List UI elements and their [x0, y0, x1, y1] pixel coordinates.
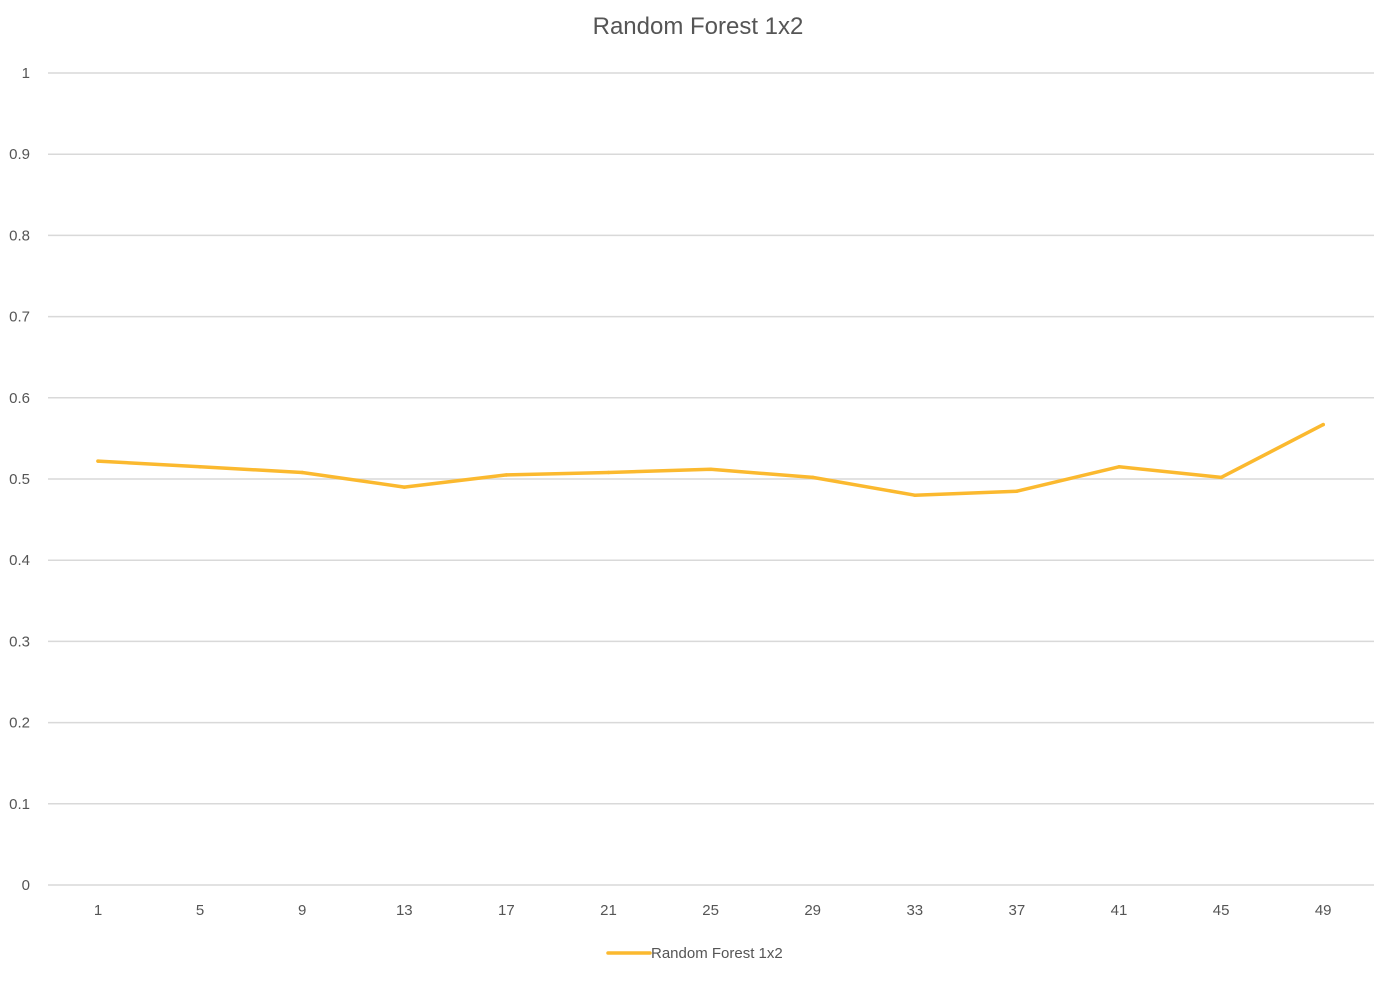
- data-point: [1321, 422, 1325, 427]
- y-tick-label: 1: [22, 65, 30, 82]
- data-point: [1015, 489, 1019, 493]
- x-tick-label: 1: [94, 902, 102, 919]
- x-tick-label: 41: [1111, 902, 1128, 919]
- y-tick-label: 0.2: [9, 715, 30, 732]
- x-tick-label: 21: [600, 902, 617, 919]
- y-axis-ticks: 0 0.1 0.2 0.3 0.4 0.5 0.6 0.7 0.8 0.9 1: [9, 65, 30, 894]
- y-tick-label: 0.8: [9, 227, 30, 244]
- x-tick-label: 25: [702, 902, 719, 919]
- x-tick-label: 37: [1009, 902, 1026, 919]
- x-tick-label: 17: [498, 902, 515, 919]
- x-tick-label: 49: [1315, 902, 1332, 919]
- y-tick-label: 0.9: [9, 146, 30, 163]
- legend[interactable]: Random Forest 1x2: [606, 945, 783, 962]
- data-point: [1219, 475, 1223, 480]
- y-tick-label: 0.7: [9, 309, 30, 326]
- data-point: [504, 473, 509, 477]
- x-axis-ticks: 1 5 9 13 17 21 25 29 33 37 41 45 49: [94, 902, 1332, 919]
- x-tick-label: 45: [1213, 902, 1230, 919]
- x-tick-label: 9: [298, 902, 306, 919]
- data-point: [402, 485, 407, 489]
- series-line: [96, 422, 1325, 497]
- data-point: [96, 459, 100, 463]
- series-lines: [96, 422, 1325, 497]
- y-tick-label: 0.1: [9, 796, 30, 813]
- data-point: [913, 493, 917, 497]
- y-tick-label: 0.4: [9, 552, 30, 569]
- data-point: [708, 467, 713, 472]
- y-tick-label: 0: [22, 877, 30, 894]
- data-point: [1117, 465, 1121, 469]
- data-point: [198, 465, 202, 469]
- y-tick-label: 0.6: [9, 390, 30, 407]
- legend-item[interactable]: Random Forest 1x2: [606, 945, 783, 962]
- chart-title: Random Forest 1x2: [593, 13, 804, 40]
- data-point: [810, 475, 815, 480]
- x-tick-label: 33: [906, 902, 923, 919]
- y-tick-label: 0.5: [9, 471, 30, 488]
- x-tick-label: 5: [196, 902, 204, 919]
- data-point: [300, 470, 304, 475]
- legend-label: Random Forest 1x2: [651, 945, 783, 962]
- data-point: [606, 470, 611, 475]
- x-tick-label: 13: [396, 902, 413, 919]
- gridlines: [48, 72, 1374, 886]
- x-tick-label: 29: [804, 902, 821, 919]
- y-tick-label: 0.3: [9, 633, 30, 650]
